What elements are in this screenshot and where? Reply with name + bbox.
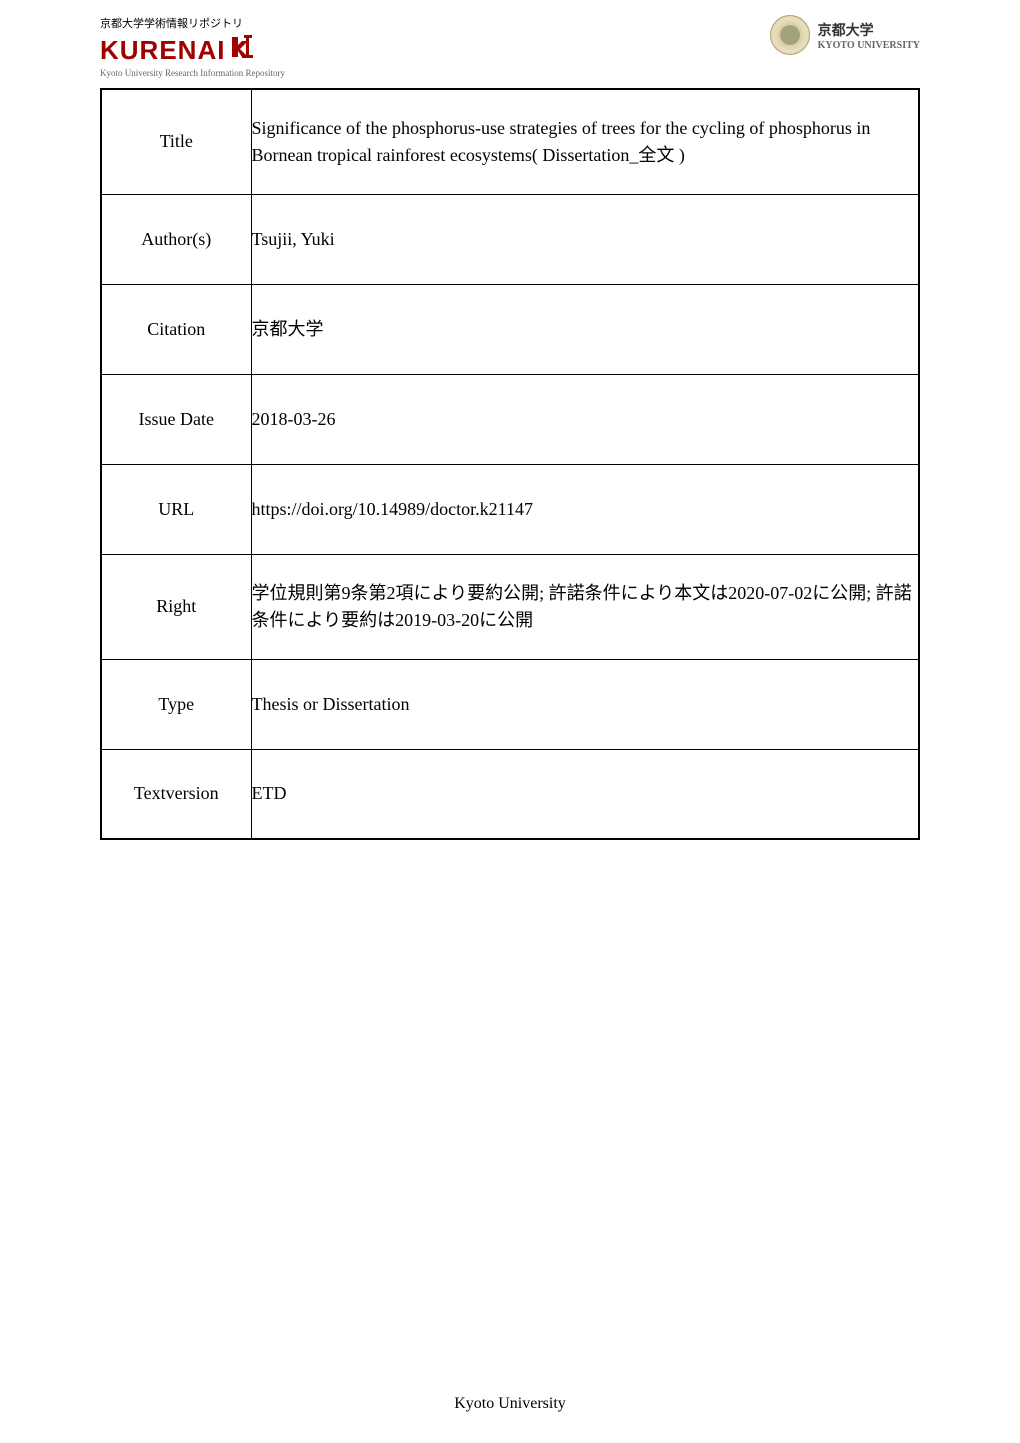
- kyoto-text-block: 京都大学 KYOTO UNIVERSITY: [818, 20, 920, 51]
- metadata-value: 京都大学: [251, 284, 919, 374]
- metadata-label: Right: [101, 554, 251, 659]
- metadata-value: Tsujii, Yuki: [251, 194, 919, 284]
- metadata-value: 2018-03-26: [251, 374, 919, 464]
- table-row: TextversionETD: [101, 749, 919, 839]
- table-row: Issue Date2018-03-26: [101, 374, 919, 464]
- metadata-label: Textversion: [101, 749, 251, 839]
- metadata-label: Issue Date: [101, 374, 251, 464]
- metadata-table: TitleSignificance of the phosphorus-use …: [100, 88, 920, 840]
- page-header: 京都大学学術情報リポジトリ KURENAI Kyoto University R…: [0, 0, 1020, 88]
- kurenai-wordmark: KURENAI: [100, 33, 285, 68]
- kyoto-seal-icon: [770, 15, 810, 55]
- kyoto-university-logo: 京都大学 KYOTO UNIVERSITY: [770, 15, 920, 55]
- kurenai-label: KURENAI: [100, 35, 225, 66]
- metadata-label: Citation: [101, 284, 251, 374]
- metadata-value: ETD: [251, 749, 919, 839]
- page-footer: Kyoto University: [0, 1395, 1020, 1413]
- metadata-label: Type: [101, 659, 251, 749]
- kyoto-name-en: KYOTO UNIVERSITY: [818, 40, 920, 51]
- kurenai-icon: [228, 33, 254, 68]
- metadata-value: Significance of the phosphorus-use strat…: [251, 89, 919, 194]
- table-row: TypeThesis or Dissertation: [101, 659, 919, 749]
- table-row: Right学位規則第9条第2項により要約公開; 許諾条件により本文は2020-0…: [101, 554, 919, 659]
- repo-name-jp: 京都大学学術情報リポジトリ: [100, 15, 285, 31]
- metadata-value: https://doi.org/10.14989/doctor.k21147: [251, 464, 919, 554]
- table-row: Citation京都大学: [101, 284, 919, 374]
- metadata-label: Title: [101, 89, 251, 194]
- table-row: URLhttps://doi.org/10.14989/doctor.k2114…: [101, 464, 919, 554]
- metadata-label: Author(s): [101, 194, 251, 284]
- table-row: Author(s)Tsujii, Yuki: [101, 194, 919, 284]
- repo-name-en: Kyoto University Research Information Re…: [100, 68, 285, 78]
- metadata-value: Thesis or Dissertation: [251, 659, 919, 749]
- metadata-label: URL: [101, 464, 251, 554]
- kurenai-logo: 京都大学学術情報リポジトリ KURENAI Kyoto University R…: [100, 15, 285, 78]
- metadata-value: 学位規則第9条第2項により要約公開; 許諾条件により本文は2020-07-02に…: [251, 554, 919, 659]
- kyoto-name-jp: 京都大学: [818, 20, 920, 40]
- table-row: TitleSignificance of the phosphorus-use …: [101, 89, 919, 194]
